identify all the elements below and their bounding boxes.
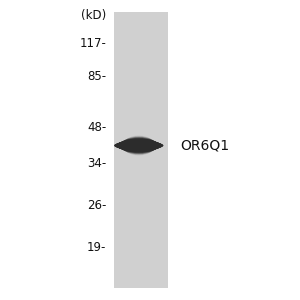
Ellipse shape (116, 140, 161, 151)
Text: OR6Q1: OR6Q1 (180, 139, 229, 152)
Ellipse shape (119, 138, 159, 153)
Ellipse shape (116, 140, 161, 151)
Ellipse shape (116, 140, 162, 151)
Ellipse shape (117, 140, 161, 152)
Text: 85-: 85- (87, 70, 106, 83)
Ellipse shape (114, 141, 163, 150)
Ellipse shape (118, 139, 160, 152)
Text: (kD): (kD) (81, 8, 106, 22)
Ellipse shape (121, 136, 156, 154)
Text: 117-: 117- (80, 37, 106, 50)
Ellipse shape (115, 141, 163, 150)
Text: 34-: 34- (87, 157, 106, 170)
Ellipse shape (120, 137, 158, 154)
Ellipse shape (120, 138, 158, 153)
Text: 26-: 26- (87, 199, 106, 212)
Ellipse shape (117, 139, 160, 152)
Text: 48-: 48- (87, 121, 106, 134)
Ellipse shape (115, 141, 163, 150)
Ellipse shape (118, 139, 159, 152)
Ellipse shape (122, 136, 156, 155)
Ellipse shape (119, 138, 158, 153)
Ellipse shape (122, 136, 156, 154)
Ellipse shape (121, 137, 157, 154)
Ellipse shape (119, 138, 158, 153)
Ellipse shape (120, 137, 157, 154)
Ellipse shape (118, 138, 159, 153)
Ellipse shape (118, 139, 160, 152)
Bar (114, 12, 168, 288)
Ellipse shape (116, 140, 162, 151)
Text: 19-: 19- (87, 241, 106, 254)
Ellipse shape (115, 141, 163, 150)
Ellipse shape (114, 141, 164, 150)
Ellipse shape (118, 139, 159, 152)
Ellipse shape (120, 137, 158, 154)
Ellipse shape (115, 140, 162, 151)
Ellipse shape (116, 140, 161, 151)
Ellipse shape (121, 137, 157, 154)
Ellipse shape (117, 139, 160, 152)
